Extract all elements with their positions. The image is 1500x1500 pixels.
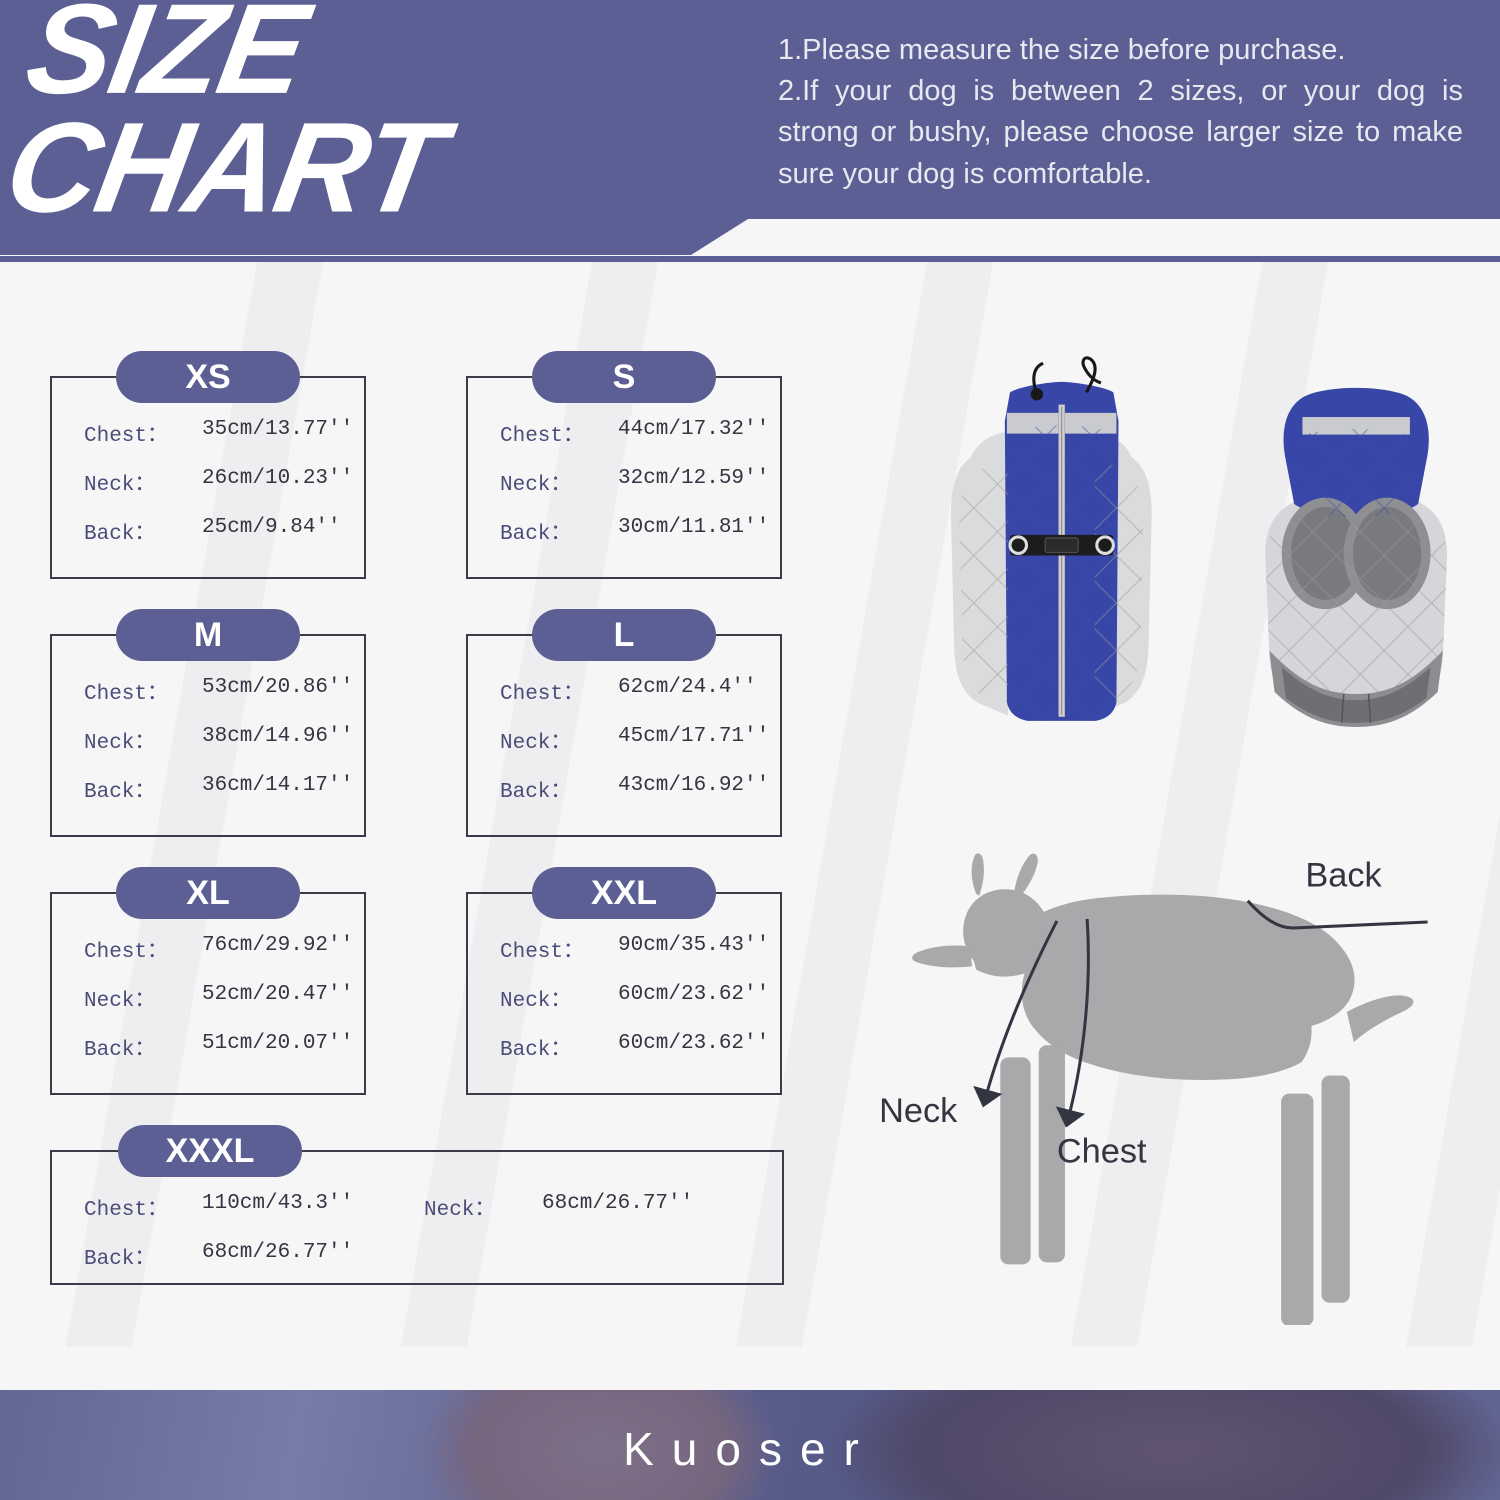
svg-text:Back: Back (1305, 857, 1382, 895)
svg-text:Chest: Chest (1057, 1132, 1147, 1170)
svg-text:Neck: Neck (879, 1092, 958, 1130)
